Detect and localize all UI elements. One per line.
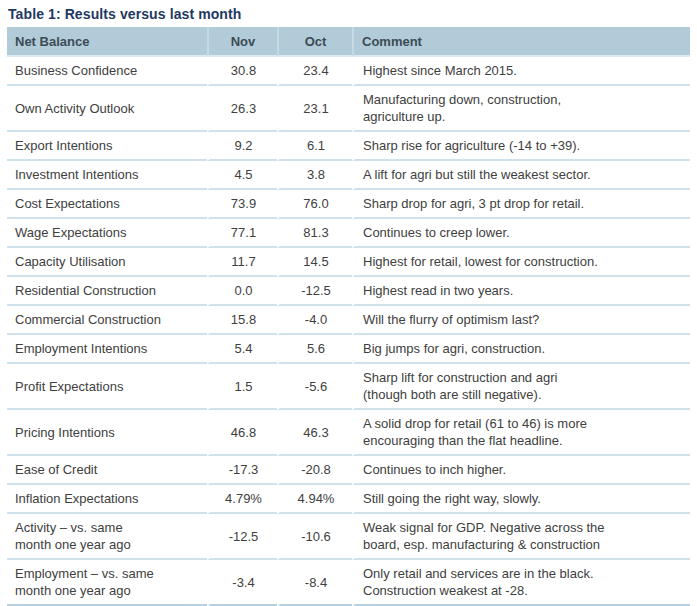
table-row: Residential Construction0.0-12.5Highest … bbox=[7, 277, 690, 306]
cell-comment: Big jumps for agri, construction. bbox=[352, 335, 690, 364]
cell-nov: 15.8 bbox=[207, 306, 277, 335]
cell-label: Employment Intentions bbox=[7, 335, 207, 364]
cell-oct: 6.1 bbox=[277, 132, 352, 161]
cell-comment: Highest read in two years. bbox=[352, 277, 690, 306]
cell-label: Commercial Construction bbox=[7, 306, 207, 335]
cell-comment: Highest since March 2015. bbox=[352, 57, 690, 86]
cell-oct: 46.3 bbox=[277, 410, 352, 456]
cell-nov: 5.4 bbox=[207, 335, 277, 364]
cell-label: Own Activity Outlook bbox=[7, 86, 207, 132]
cell-oct: 23.4 bbox=[277, 57, 352, 86]
table-row: Profit Expectations1.5-5.6Sharp lift for… bbox=[7, 364, 690, 410]
table-body: Business Confidence30.823.4Highest since… bbox=[7, 57, 690, 606]
table-title: Table 1: Results versus last month bbox=[0, 0, 697, 27]
cell-label: Capacity Utilisation bbox=[7, 248, 207, 277]
cell-oct: 5.6 bbox=[277, 335, 352, 364]
cell-oct: -4.0 bbox=[277, 306, 352, 335]
table-row: Investment Intentions4.53.8A lift for ag… bbox=[7, 161, 690, 190]
cell-oct: -8.4 bbox=[277, 560, 352, 606]
cell-comment: Highest for retail, lowest for construct… bbox=[352, 248, 690, 277]
cell-nov: -12.5 bbox=[207, 514, 277, 560]
cell-nov: 0.0 bbox=[207, 277, 277, 306]
column-header-oct: Oct bbox=[277, 27, 352, 57]
cell-nov: 30.8 bbox=[207, 57, 277, 86]
cell-nov: 26.3 bbox=[207, 86, 277, 132]
cell-label: Cost Expectations bbox=[7, 190, 207, 219]
column-header-nov: Nov bbox=[207, 27, 277, 57]
cell-comment: Sharp rise for agriculture (-14 to +39). bbox=[352, 132, 690, 161]
table-row: Commercial Construction15.8-4.0Will the … bbox=[7, 306, 690, 335]
cell-label: Export Intentions bbox=[7, 132, 207, 161]
table-row: Inflation Expectations4.79%4.94%Still go… bbox=[7, 485, 690, 514]
table-row: Export Intentions9.26.1Sharp rise for ag… bbox=[7, 132, 690, 161]
cell-oct: -20.8 bbox=[277, 456, 352, 485]
column-header-net-balance: Net Balance bbox=[7, 27, 207, 57]
cell-oct: 23.1 bbox=[277, 86, 352, 132]
cell-nov: 4.5 bbox=[207, 161, 277, 190]
cell-label: Activity – vs. same month one year ago bbox=[7, 514, 207, 560]
cell-label: Business Confidence bbox=[7, 57, 207, 86]
cell-nov: -3.4 bbox=[207, 560, 277, 606]
cell-comment: A lift for agri but still the weakest se… bbox=[352, 161, 690, 190]
cell-oct: -10.6 bbox=[277, 514, 352, 560]
cell-nov: 1.5 bbox=[207, 364, 277, 410]
cell-comment: Will the flurry of optimism last? bbox=[352, 306, 690, 335]
cell-oct: 14.5 bbox=[277, 248, 352, 277]
table-row: Own Activity Outlook26.323.1Manufacturin… bbox=[7, 86, 690, 132]
cell-nov: 9.2 bbox=[207, 132, 277, 161]
cell-oct: 3.8 bbox=[277, 161, 352, 190]
table-row: Pricing Intentions46.846.3A solid drop f… bbox=[7, 410, 690, 456]
cell-comment: A solid drop for retail (61 to 46) is mo… bbox=[352, 410, 690, 456]
cell-comment: Weak signal for GDP. Negative across the… bbox=[352, 514, 690, 560]
cell-oct: -12.5 bbox=[277, 277, 352, 306]
column-header-comment: Comment bbox=[352, 27, 690, 57]
cell-label: Ease of Credit bbox=[7, 456, 207, 485]
cell-nov: 77.1 bbox=[207, 219, 277, 248]
table-row: Capacity Utilisation11.714.5Highest for … bbox=[7, 248, 690, 277]
cell-oct: 76.0 bbox=[277, 190, 352, 219]
cell-oct: -5.6 bbox=[277, 364, 352, 410]
cell-label: Wage Expectations bbox=[7, 219, 207, 248]
cell-label: Employment – vs. same month one year ago bbox=[7, 560, 207, 606]
cell-label: Pricing Intentions bbox=[7, 410, 207, 456]
cell-label: Residential Construction bbox=[7, 277, 207, 306]
cell-label: Profit Expectations bbox=[7, 364, 207, 410]
table-row: Cost Expectations73.976.0Sharp drop for … bbox=[7, 190, 690, 219]
cell-comment: Continues to inch higher. bbox=[352, 456, 690, 485]
cell-nov: 11.7 bbox=[207, 248, 277, 277]
table-row: Ease of Credit-17.3-20.8Continues to inc… bbox=[7, 456, 690, 485]
table-row: Activity – vs. same month one year ago-1… bbox=[7, 514, 690, 560]
cell-label: Investment Intentions bbox=[7, 161, 207, 190]
cell-comment: Manufacturing down, construction, agricu… bbox=[352, 86, 690, 132]
cell-label: Inflation Expectations bbox=[7, 485, 207, 514]
table-row: Business Confidence30.823.4Highest since… bbox=[7, 57, 690, 86]
header-row: Net Balance Nov Oct Comment bbox=[7, 27, 690, 57]
table-row: Employment – vs. same month one year ago… bbox=[7, 560, 690, 606]
table-row: Employment Intentions5.45.6Big jumps for… bbox=[7, 335, 690, 364]
cell-nov: 73.9 bbox=[207, 190, 277, 219]
cell-comment: Sharp lift for construction and agri (th… bbox=[352, 364, 690, 410]
cell-comment: Sharp drop for agri, 3 pt drop for retai… bbox=[352, 190, 690, 219]
cell-comment: Still going the right way, slowly. bbox=[352, 485, 690, 514]
cell-nov: 46.8 bbox=[207, 410, 277, 456]
cell-oct: 81.3 bbox=[277, 219, 352, 248]
cell-comment: Only retail and services are in the blac… bbox=[352, 560, 690, 606]
cell-oct: 4.94% bbox=[277, 485, 352, 514]
cell-comment: Continues to creep lower. bbox=[352, 219, 690, 248]
results-table: Net Balance Nov Oct Comment Business Con… bbox=[7, 27, 690, 606]
cell-nov: 4.79% bbox=[207, 485, 277, 514]
table-row: Wage Expectations77.181.3Continues to cr… bbox=[7, 219, 690, 248]
cell-nov: -17.3 bbox=[207, 456, 277, 485]
